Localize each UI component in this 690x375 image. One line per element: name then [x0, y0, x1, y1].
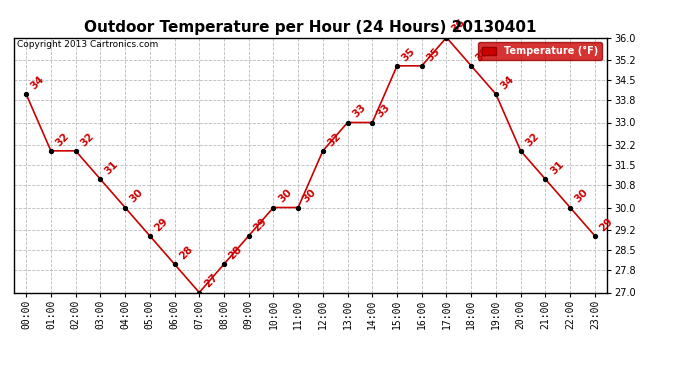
Point	[293, 204, 304, 210]
Text: 31: 31	[103, 159, 121, 176]
Text: 33: 33	[351, 102, 368, 120]
Text: 29: 29	[598, 216, 615, 233]
Point	[515, 148, 526, 154]
Text: 30: 30	[128, 188, 145, 205]
Text: 32: 32	[54, 131, 71, 148]
Text: 31: 31	[548, 159, 566, 176]
Point	[564, 204, 575, 210]
Point	[589, 233, 600, 239]
Point	[367, 120, 378, 126]
Point	[21, 91, 32, 97]
Text: 27: 27	[202, 272, 219, 290]
Point	[169, 261, 180, 267]
Point	[342, 120, 353, 126]
Text: 33: 33	[375, 102, 393, 120]
Point	[441, 34, 452, 40]
Point	[219, 261, 230, 267]
Text: 35: 35	[400, 46, 417, 63]
Text: 30: 30	[276, 188, 293, 205]
Text: 29: 29	[152, 216, 170, 233]
Point	[391, 63, 402, 69]
Text: 35: 35	[474, 46, 491, 63]
Text: 30: 30	[573, 188, 590, 205]
Text: 32: 32	[79, 131, 96, 148]
Legend: Temperature (°F): Temperature (°F)	[478, 42, 602, 60]
Text: 28: 28	[177, 244, 195, 261]
Text: Copyright 2013 Cartronics.com: Copyright 2013 Cartronics.com	[17, 40, 158, 49]
Point	[540, 176, 551, 182]
Point	[416, 63, 427, 69]
Point	[194, 290, 205, 296]
Point	[491, 91, 502, 97]
Text: 32: 32	[524, 131, 541, 148]
Text: 36: 36	[449, 17, 466, 35]
Text: 30: 30	[301, 188, 318, 205]
Point	[119, 204, 130, 210]
Text: 34: 34	[499, 74, 516, 92]
Text: 29: 29	[251, 216, 268, 233]
Point	[268, 204, 279, 210]
Text: 28: 28	[227, 244, 244, 261]
Title: Outdoor Temperature per Hour (24 Hours) 20130401: Outdoor Temperature per Hour (24 Hours) …	[84, 20, 537, 35]
Point	[243, 233, 254, 239]
Text: 35: 35	[424, 46, 442, 63]
Text: 34: 34	[29, 74, 46, 92]
Point	[70, 148, 81, 154]
Point	[95, 176, 106, 182]
Point	[466, 63, 477, 69]
Point	[317, 148, 328, 154]
Point	[46, 148, 57, 154]
Point	[144, 233, 155, 239]
Text: 32: 32	[326, 131, 343, 148]
